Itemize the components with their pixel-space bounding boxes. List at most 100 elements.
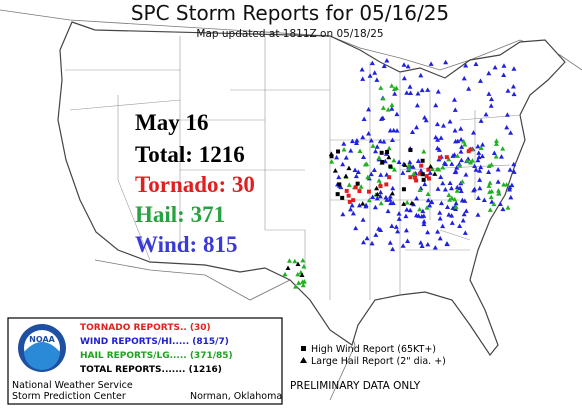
report-marker: [408, 175, 413, 180]
report-marker: [343, 173, 349, 179]
report-marker: [370, 194, 376, 199]
report-marker: [452, 107, 458, 112]
report-marker: [354, 137, 360, 143]
report-marker: [427, 202, 433, 208]
report-marker: [343, 155, 349, 160]
report-marker: [377, 138, 383, 144]
report-marker: [421, 221, 427, 227]
report-marker: [449, 161, 455, 166]
report-marker: [425, 197, 431, 203]
report-marker: [410, 164, 416, 169]
report-marker: [488, 103, 494, 108]
report-marker: [387, 127, 393, 133]
report-marker: [461, 211, 467, 217]
report-marker: [435, 137, 441, 142]
report-marker: [353, 173, 359, 179]
report-marker: [437, 215, 443, 221]
report-marker: [355, 181, 360, 186]
report-marker: [505, 88, 511, 93]
report-marker: [461, 75, 467, 81]
report-marker: [359, 67, 365, 72]
report-marker: [385, 107, 391, 112]
report-marker: [422, 181, 428, 187]
report-marker: [487, 207, 493, 212]
report-marker: [421, 148, 427, 154]
report-marker: [357, 189, 362, 194]
report-marker: [351, 198, 356, 203]
report-marker: [422, 114, 428, 120]
report-marker: [459, 179, 465, 184]
report-marker: [406, 166, 412, 171]
report-marker: [361, 116, 367, 122]
report-marker: [497, 201, 503, 207]
summary-wind: Wind: 815: [135, 232, 237, 257]
report-marker: [389, 83, 395, 88]
report-marker: [389, 223, 395, 228]
report-marker: [479, 153, 485, 159]
report-marker: [496, 188, 502, 193]
report-marker: [369, 240, 375, 246]
preliminary-notice: PRELIMINARY DATA ONLY: [290, 380, 421, 392]
report-marker: [373, 232, 379, 237]
report-marker: [387, 240, 393, 245]
report-marker: [438, 155, 443, 160]
report-marker: [429, 199, 435, 205]
report-marker: [443, 59, 449, 65]
report-marker: [344, 188, 349, 193]
report-marker: [358, 184, 364, 189]
report-marker: [460, 218, 466, 223]
report-marker: [374, 185, 380, 191]
report-marker: [472, 163, 478, 168]
report-marker: [475, 157, 481, 163]
report-marker: [355, 169, 361, 174]
report-marker: [447, 119, 453, 124]
report-marker: [492, 64, 498, 70]
report-marker: [468, 147, 473, 152]
legend-total: TOTAL REPORTS....... (1216): [80, 365, 222, 375]
report-marker: [453, 204, 459, 209]
report-marker: [368, 137, 374, 143]
report-marker: [376, 178, 382, 183]
report-marker: [387, 194, 393, 199]
report-marker: [444, 155, 449, 160]
report-marker: [435, 229, 441, 234]
report-marker: [438, 174, 444, 179]
report-marker: [349, 138, 355, 144]
report-marker: [353, 225, 359, 231]
report-marker: [404, 200, 410, 205]
report-marker: [396, 159, 402, 164]
report-marker: [413, 175, 418, 180]
report-marker: [395, 228, 401, 234]
report-marker: [376, 155, 382, 160]
report-marker: [507, 167, 513, 172]
report-marker: [420, 208, 426, 214]
report-marker: [426, 167, 431, 172]
report-marker: [486, 91, 492, 96]
report-marker: [448, 185, 454, 191]
report-marker: [418, 240, 424, 245]
report-marker: [419, 87, 425, 93]
report-marker: [390, 185, 396, 191]
report-marker: [353, 185, 358, 190]
report-marker: [374, 191, 380, 197]
report-marker: [463, 63, 469, 68]
report-marker: [392, 91, 398, 96]
report-marker: [394, 111, 400, 117]
report-marker: [366, 197, 372, 203]
report-marker: [444, 241, 450, 247]
report-marker: [286, 258, 292, 263]
report-marker: [454, 188, 460, 193]
report-marker: [282, 271, 288, 277]
report-marker: [500, 206, 506, 212]
report-marker: [403, 213, 409, 219]
report-marker: [458, 188, 464, 193]
report-marker: [336, 149, 341, 154]
report-marker: [346, 165, 352, 171]
report-marker: [488, 194, 494, 200]
report-marker: [454, 165, 460, 170]
report-marker: [401, 201, 407, 206]
report-marker: [493, 141, 499, 146]
report-marker: [378, 200, 384, 206]
report-marker: [486, 70, 492, 76]
